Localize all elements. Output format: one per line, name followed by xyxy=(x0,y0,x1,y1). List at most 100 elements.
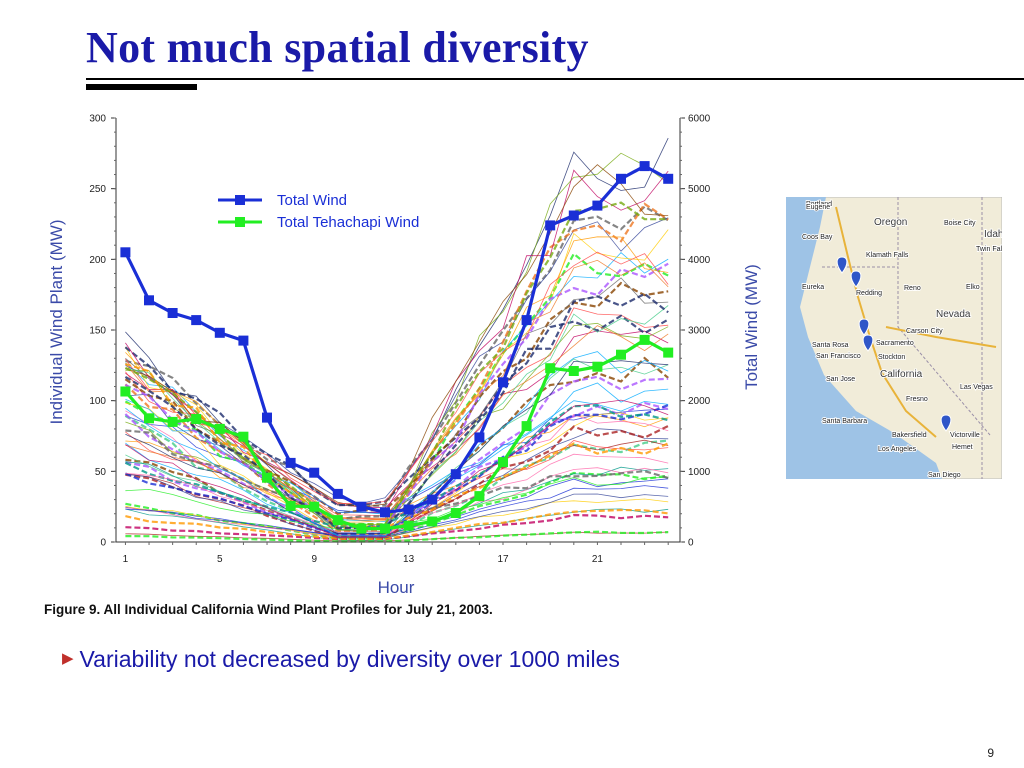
tehachapi-wind-marker xyxy=(403,520,414,531)
individual-plant-line xyxy=(125,164,669,508)
map-ocean xyxy=(786,197,942,479)
individual-plant-line xyxy=(125,307,669,517)
total-wind-marker xyxy=(403,504,414,515)
tehachapi-wind-marker xyxy=(214,423,225,434)
y-right-tick-label: 1000 xyxy=(688,467,711,478)
total-wind-marker xyxy=(144,295,154,306)
y-left-tick-label: 50 xyxy=(95,467,107,478)
chart-legend: Total Wind Total Tehachapi Wind xyxy=(218,192,419,231)
map-place-label: Eugene xyxy=(806,204,830,211)
total-wind-marker xyxy=(663,173,674,184)
map-place-label: Twin Falls xyxy=(976,246,1002,253)
total-wind-marker xyxy=(521,315,532,326)
map-place-label: San Diego xyxy=(928,472,961,479)
individual-plant-line xyxy=(124,252,669,526)
map-place-label: Santa Rosa xyxy=(812,342,849,349)
total-wind-marker xyxy=(167,308,178,318)
total-wind-marker xyxy=(639,161,650,172)
map-place-label: Victorville xyxy=(950,432,980,439)
total-wind-marker xyxy=(616,173,626,184)
x-tick-label: 5 xyxy=(217,554,223,565)
map-place-label: Santa Barbara xyxy=(822,418,867,425)
map-place-label: Los Angeles xyxy=(878,446,917,453)
y-right-tick-label: 6000 xyxy=(688,114,711,125)
individual-plant-line xyxy=(125,360,669,535)
individual-plant-line xyxy=(124,201,669,528)
individual-plant-line xyxy=(124,375,669,538)
map-place-label: Eureka xyxy=(802,284,824,291)
tehachapi-wind-marker xyxy=(450,508,461,518)
map-place-label: Nevada xyxy=(936,309,971,320)
map-highway xyxy=(885,326,997,348)
individual-plant-line xyxy=(125,217,669,504)
tehachapi-wind-marker xyxy=(498,457,508,468)
tehachapi-wind-marker xyxy=(545,363,556,374)
map-place-label: California xyxy=(880,369,923,380)
y-right-tick-label: 4000 xyxy=(688,255,711,266)
map-place-label: Las Vegas xyxy=(960,384,993,391)
map-place-label: Bakersfield xyxy=(892,432,927,439)
bullet-text: Variability not decreased by diversity o… xyxy=(79,645,620,672)
tehachapi-wind-marker xyxy=(144,413,154,424)
total-wind-marker xyxy=(238,335,249,346)
figure-caption: Figure 9. All Individual California Wind… xyxy=(44,602,493,617)
individual-plant-line xyxy=(125,530,669,543)
tehachapi-wind-marker xyxy=(592,361,603,372)
map-place-label: Oregon xyxy=(874,217,907,228)
y-left-tick-label: 0 xyxy=(100,538,106,549)
individual-plant-line xyxy=(125,473,669,539)
individual-plant-line xyxy=(125,399,669,538)
total-wind-marker xyxy=(356,501,367,512)
chart-axes: 0501001502002503000100020003000400050006… xyxy=(89,114,710,566)
tehachapi-wind-marker xyxy=(380,523,390,534)
total-wind-marker xyxy=(545,220,556,231)
individual-plant-line xyxy=(125,259,669,521)
individual-plant-line xyxy=(124,314,669,507)
x-tick-label: 9 xyxy=(311,554,317,565)
total-wind-marker xyxy=(262,412,272,423)
x-tick-label: 21 xyxy=(592,554,604,565)
individual-plant-line xyxy=(124,292,669,530)
y-left-tick-label: 250 xyxy=(89,184,106,195)
map-place-label: Klamath Falls xyxy=(866,252,909,259)
map-place-label: San Jose xyxy=(826,376,855,383)
tehachapi-wind-marker xyxy=(474,491,485,502)
legend-label: Total Tehachapi Wind xyxy=(277,214,419,231)
y-axis-left-label: Individual Wind Plant (MW) xyxy=(47,219,66,424)
map-pin-icon xyxy=(858,318,870,336)
total-wind-marker xyxy=(214,327,225,338)
total-wind-marker xyxy=(592,200,603,211)
tehachapi-wind-marker xyxy=(427,516,438,527)
map-place-label: Redding xyxy=(856,290,882,297)
individual-plant-line xyxy=(125,137,669,531)
tehachapi-wind-marker xyxy=(639,334,650,345)
total-wind-marker xyxy=(474,432,485,443)
tehachapi-wind-marker xyxy=(663,347,674,358)
map-labels: Portland Oregon Boise City Idaho Eugene Coos … xyxy=(801,200,1002,479)
y-right-tick-label: 3000 xyxy=(688,326,711,337)
map-pin-icon xyxy=(862,334,874,352)
y-right-tick-label: 2000 xyxy=(688,396,711,407)
tehachapi-wind-marker xyxy=(521,421,532,432)
map-place-label: Portland xyxy=(806,201,832,208)
tehachapi-wind-marker xyxy=(120,386,131,397)
y-left-tick-label: 150 xyxy=(89,326,106,337)
total-wind-marker xyxy=(450,469,461,480)
triangle-bullet-icon: ▶ xyxy=(62,650,74,667)
map-pin-icon xyxy=(850,270,862,288)
total-wind-marker xyxy=(191,315,202,326)
total-wind-marker xyxy=(380,507,390,518)
map-place-label: Carson City xyxy=(906,328,943,335)
map-place-label: Stockton xyxy=(878,354,905,361)
individual-plant-line xyxy=(124,262,669,528)
tehachapi-wind-marker xyxy=(285,501,296,511)
total-wind-marker xyxy=(427,494,438,505)
total-wind-marker xyxy=(285,457,296,468)
wind-profile-chart: 0501001502002503000100020003000400050006… xyxy=(47,114,761,598)
map-place-label: Coos Bay xyxy=(802,234,833,241)
map-place-label: Reno xyxy=(904,285,921,292)
individual-plant-line xyxy=(125,351,669,537)
map-pin-icon xyxy=(940,414,952,432)
california-map: Portland Oregon Boise City Idaho Eugene Coos … xyxy=(786,197,1002,479)
map-place-label: Sacramento xyxy=(876,340,914,347)
